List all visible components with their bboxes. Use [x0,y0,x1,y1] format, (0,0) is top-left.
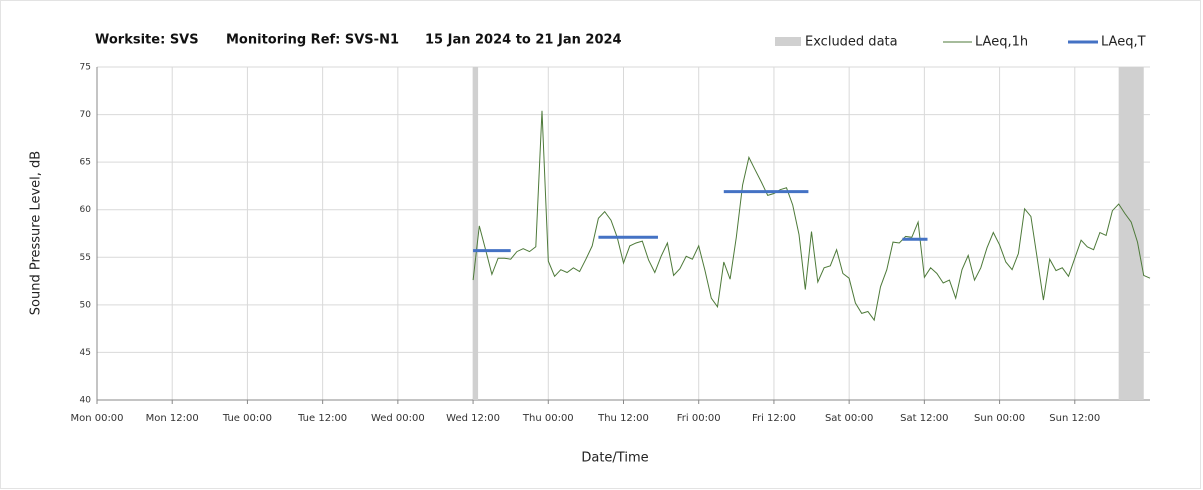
x-tick-label: Sun 00:00 [974,413,1025,424]
x-tick-label: Mon 12:00 [146,413,199,424]
y-tick-label: 70 [80,110,92,120]
x-tick-label: Tue 00:00 [222,413,272,424]
y-tick-label: 50 [80,300,92,310]
y-axis-label: Sound Pressure Level, dB [29,151,44,315]
legend-label: LAeq,T [1101,35,1146,50]
title-dates: 15 Jan 2024 to 21 Jan 2024 [425,33,622,48]
x-tick-label: Wed 12:00 [446,413,500,424]
x-tick-label: Wed 00:00 [371,413,425,424]
legend-label: Excluded data [805,35,898,50]
y-tick-label: 45 [80,348,91,358]
x-tick-label: Sat 00:00 [825,413,873,424]
y-tick-label: 65 [80,158,91,168]
title-ref: Monitoring Ref: SVS-N1 [226,33,399,48]
y-tick-label: 60 [80,205,92,215]
x-tick-label: Sat 12:00 [900,413,948,424]
legend-label: LAeq,1h [975,35,1028,50]
x-tick-label: Thu 00:00 [522,413,574,424]
x-tick-label: Fri 00:00 [677,413,721,424]
line-laeq-1h [472,110,1151,322]
excluded-band [473,67,479,400]
legend-swatch [775,37,801,46]
y-tick-label: 40 [80,396,92,406]
x-tick-label: Thu 12:00 [597,413,649,424]
title-worksite: Worksite: SVS [95,33,199,48]
x-tick-label: Sun 12:00 [1049,413,1100,424]
x-axis-label: Date/Time [581,451,648,466]
x-tick-label: Fri 12:00 [752,413,796,424]
y-tick-label: 75 [80,63,91,73]
x-tick-label: Mon 00:00 [70,413,123,424]
x-tick-label: Tue 12:00 [297,413,347,424]
excluded-band [1118,67,1144,400]
y-tick-label: 55 [80,253,91,263]
